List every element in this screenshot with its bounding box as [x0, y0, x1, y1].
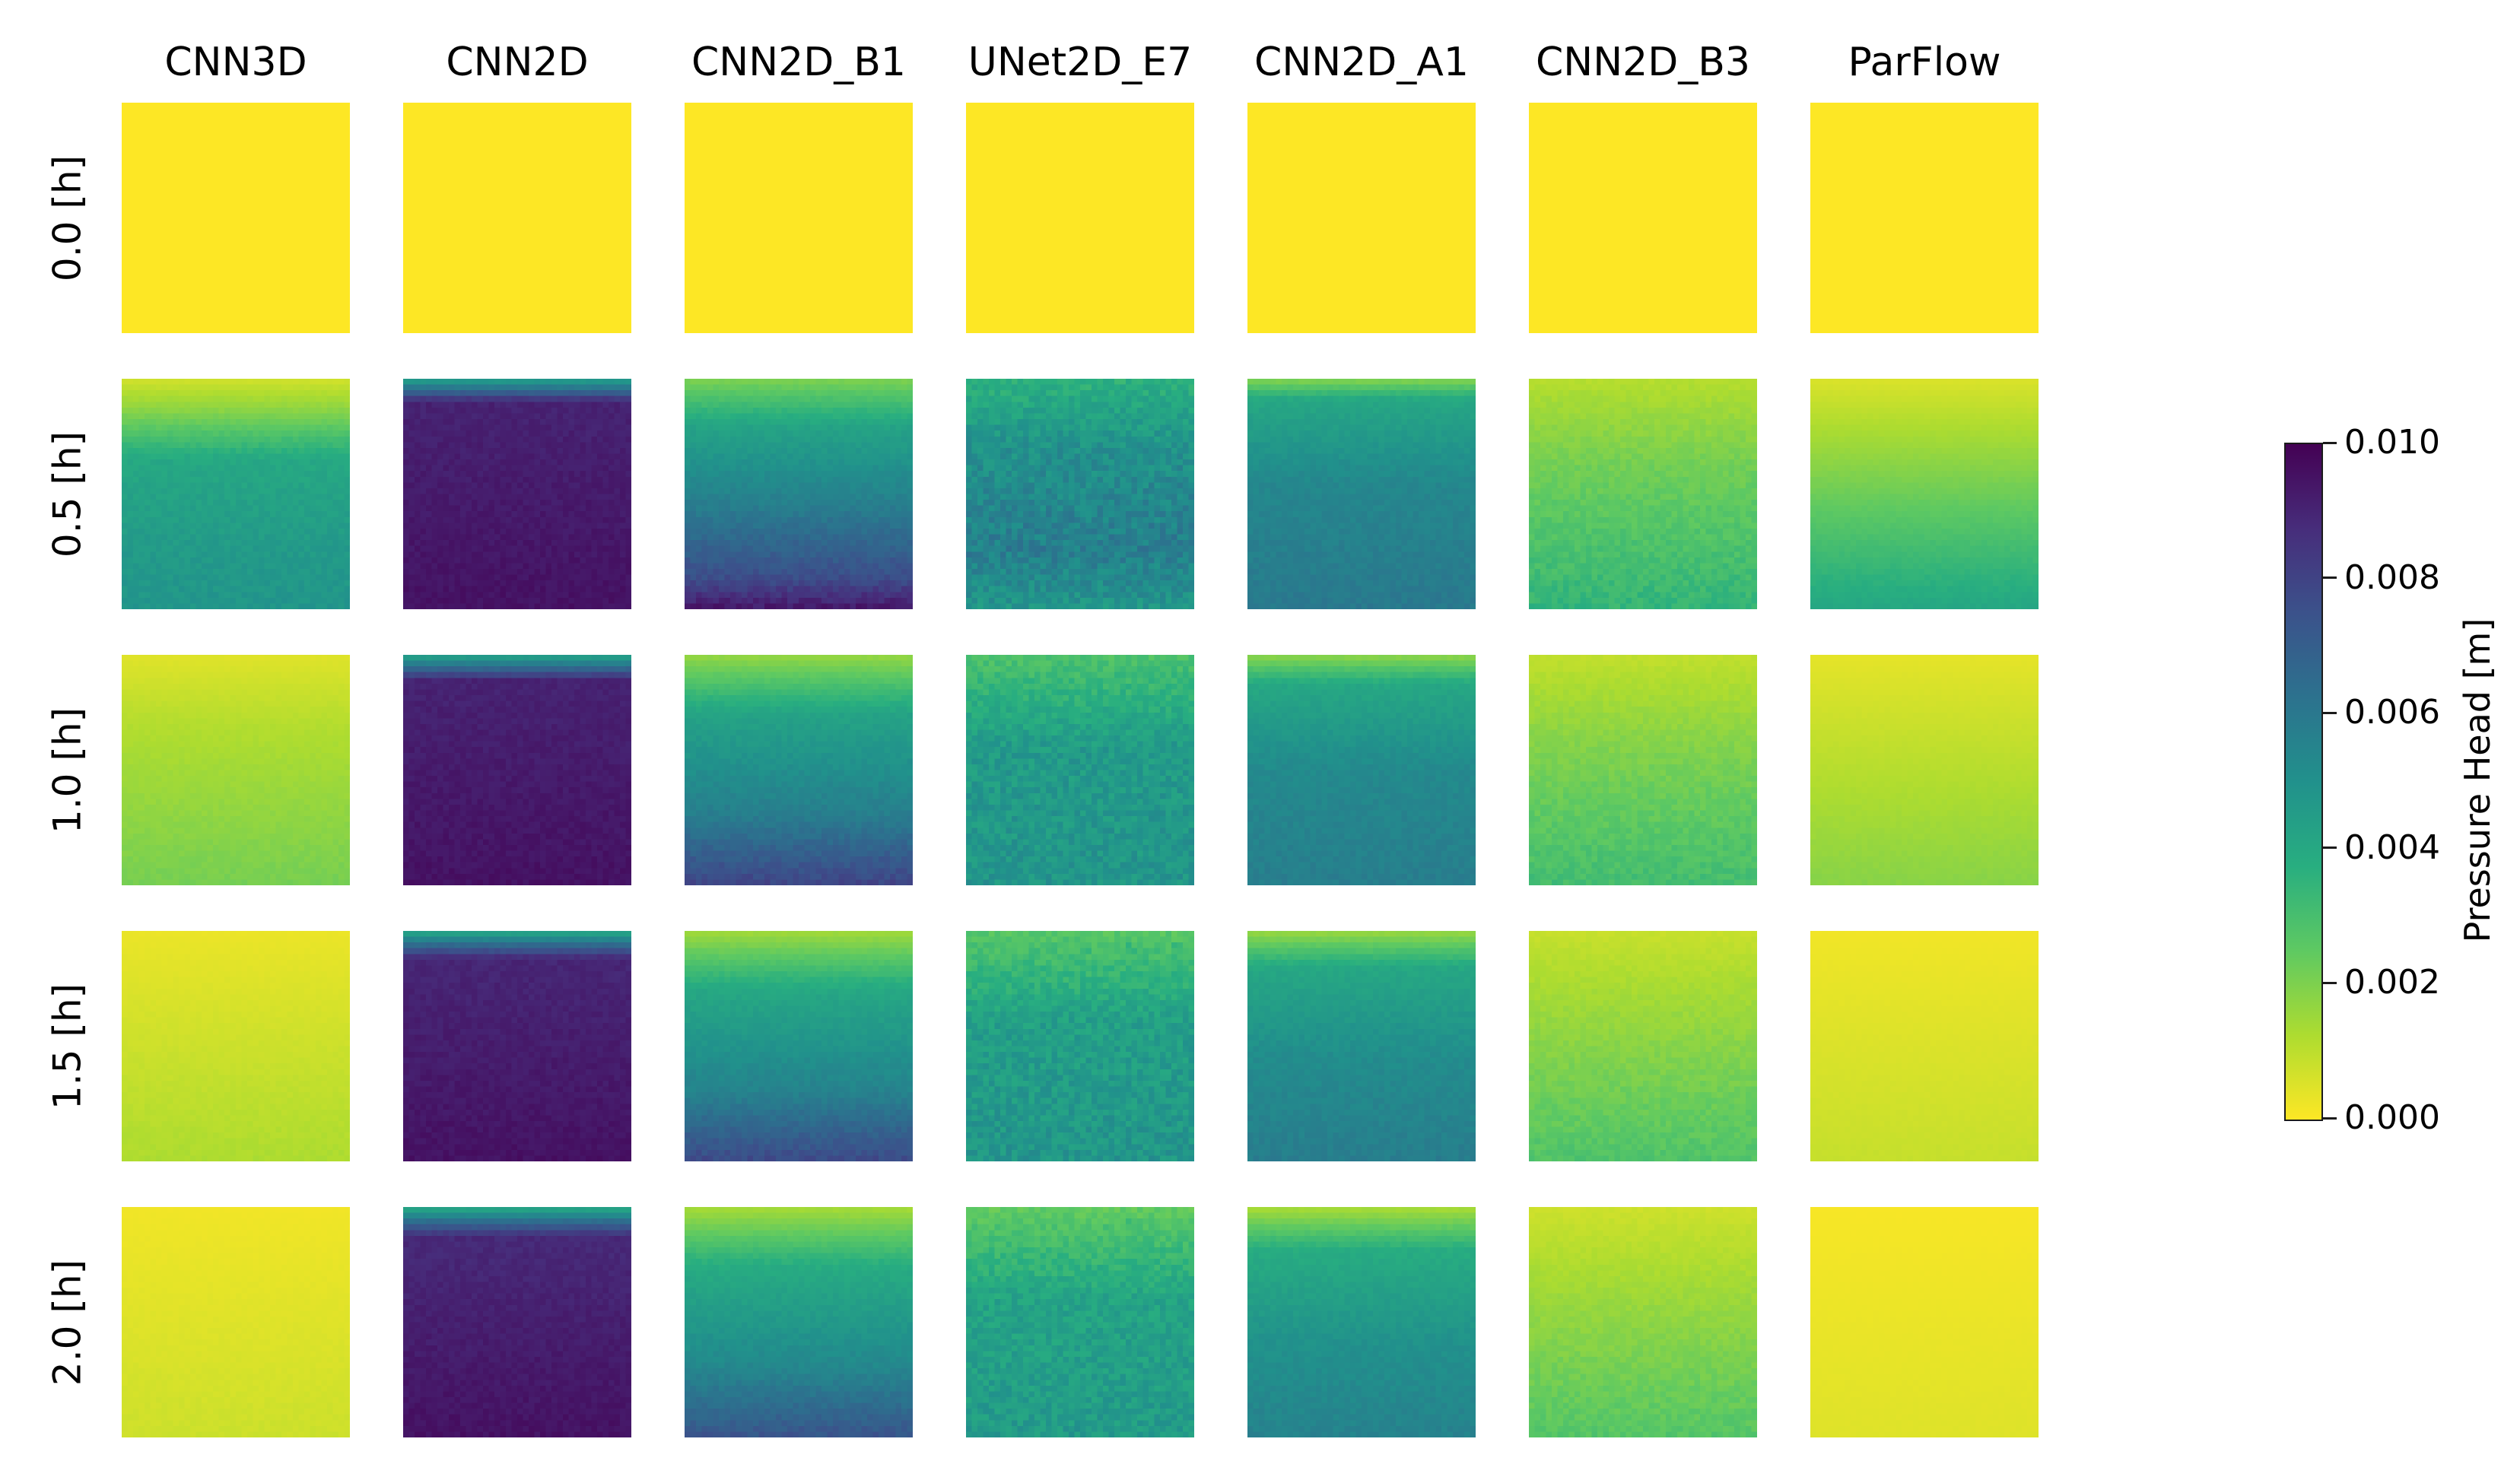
heatmap-canvas-CNN2D_B3-t1	[1529, 379, 1757, 609]
heatmap-canvas-CNN2D_B3-t3	[1529, 931, 1757, 1161]
heatmap-canvas-CNN2D_B3-t2	[1529, 655, 1757, 885]
colorbar-tick-label-0.006: 0.006	[2344, 693, 2440, 732]
colorbar-tick-0.010	[2323, 442, 2337, 444]
heatmap-panel-CNN2D_A1-t3	[1247, 931, 1476, 1161]
colorbar-tick-label-0.002: 0.002	[2344, 963, 2440, 1002]
heatmap-canvas-CNN2D-t2	[403, 655, 631, 885]
colorbar-tick-label-0.004: 0.004	[2344, 828, 2440, 867]
heatmap-canvas-CNN3D-t4	[122, 1207, 350, 1437]
heatmap-panel-UNet2D_E7-t1	[966, 379, 1194, 609]
heatmap-canvas-CNN2D-t0	[403, 103, 631, 333]
heatmap-canvas-UNet2D_E7-t1	[966, 379, 1194, 609]
heatmap-canvas-CNN2D_B1-t4	[685, 1207, 913, 1437]
heatmap-panel-CNN2D_B1-t1	[685, 379, 913, 609]
heatmap-canvas-CNN3D-t0	[122, 103, 350, 333]
heatmap-panel-UNet2D_E7-t4	[966, 1207, 1194, 1437]
heatmap-canvas-CNN2D_A1-t2	[1247, 655, 1476, 885]
heatmap-canvas-UNet2D_E7-t2	[966, 655, 1194, 885]
heatmap-panel-CNN3D-t1	[122, 379, 350, 609]
colorbar-tick-0.004	[2323, 846, 2337, 849]
column-header-ParFlow: ParFlow	[1848, 40, 2001, 85]
row-label-0.5h: 0.5 [h]	[45, 430, 89, 557]
colorbar-tick-label-0.000: 0.000	[2344, 1098, 2440, 1137]
heatmap-canvas-CNN2D_B1-t2	[685, 655, 913, 885]
heatmap-panel-CNN2D_B3-t0	[1529, 103, 1757, 333]
colorbar-tick-0.000	[2323, 1117, 2337, 1120]
heatmap-canvas-ParFlow-t0	[1810, 103, 2039, 333]
heatmap-panel-CNN2D_B3-t2	[1529, 655, 1757, 885]
heatmap-canvas-ParFlow-t1	[1810, 379, 2039, 609]
heatmap-canvas-CNN2D_B1-t3	[685, 931, 913, 1161]
heatmap-canvas-CNN2D_B3-t4	[1529, 1207, 1757, 1437]
heatmap-panel-CNN2D_B1-t3	[685, 931, 913, 1161]
heatmap-canvas-CNN2D-t3	[403, 931, 631, 1161]
heatmap-panel-CNN2D-t2	[403, 655, 631, 885]
heatmap-canvas-CNN2D_A1-t1	[1247, 379, 1476, 609]
heatmap-canvas-CNN2D_B1-t0	[685, 103, 913, 333]
heatmap-panel-ParFlow-t0	[1810, 103, 2039, 333]
heatmap-panel-CNN2D_B1-t0	[685, 103, 913, 333]
heatmap-panel-CNN2D_A1-t0	[1247, 103, 1476, 333]
row-label-1.5h: 1.5 [h]	[45, 983, 89, 1110]
row-label-1.0h: 1.0 [h]	[45, 707, 89, 834]
heatmap-canvas-CNN2D_A1-t3	[1247, 931, 1476, 1161]
colorbar-tick-label-0.008: 0.008	[2344, 558, 2440, 597]
heatmap-panel-UNet2D_E7-t0	[966, 103, 1194, 333]
colorbar	[2284, 443, 2323, 1121]
heatmap-panel-CNN2D_A1-t2	[1247, 655, 1476, 885]
column-header-CNN3D: CNN3D	[164, 40, 307, 85]
heatmap-canvas-UNet2D_E7-t3	[966, 931, 1194, 1161]
heatmap-canvas-CNN2D_B1-t1	[685, 379, 913, 609]
heatmap-panel-CNN2D_B3-t3	[1529, 931, 1757, 1161]
heatmap-panel-CNN2D-t1	[403, 379, 631, 609]
heatmap-panel-CNN3D-t2	[122, 655, 350, 885]
heatmap-panel-CNN2D-t4	[403, 1207, 631, 1437]
heatmap-panel-ParFlow-t2	[1810, 655, 2039, 885]
heatmap-canvas-UNet2D_E7-t4	[966, 1207, 1194, 1437]
colorbar-tick-0.006	[2323, 712, 2337, 714]
heatmap-panel-ParFlow-t1	[1810, 379, 2039, 609]
heatmap-panel-CNN2D_B3-t1	[1529, 379, 1757, 609]
heatmap-canvas-UNet2D_E7-t0	[966, 103, 1194, 333]
colorbar-tick-label-0.010: 0.010	[2344, 423, 2440, 462]
colorbar-tick-0.008	[2323, 577, 2337, 579]
row-label-2.0h: 2.0 [h]	[45, 1259, 89, 1386]
heatmap-canvas-CNN2D-t4	[403, 1207, 631, 1437]
heatmap-panel-UNet2D_E7-t2	[966, 655, 1194, 885]
heatmap-canvas-ParFlow-t3	[1810, 931, 2039, 1161]
heatmap-panel-CNN2D_A1-t1	[1247, 379, 1476, 609]
colorbar-axis-label: Pressure Head [m]	[2457, 618, 2498, 943]
heatmap-panel-UNet2D_E7-t3	[966, 931, 1194, 1161]
heatmap-panel-CNN2D_A1-t4	[1247, 1207, 1476, 1437]
heatmap-panel-CNN2D-t0	[403, 103, 631, 333]
heatmap-canvas-CNN2D_B3-t0	[1529, 103, 1757, 333]
heatmap-canvas-CNN2D_A1-t4	[1247, 1207, 1476, 1437]
column-header-CNN2D_B3: CNN2D_B3	[1536, 40, 1750, 85]
heatmap-canvas-CNN3D-t1	[122, 379, 350, 609]
heatmap-canvas-CNN2D-t1	[403, 379, 631, 609]
heatmap-canvas-ParFlow-t2	[1810, 655, 2039, 885]
heatmap-canvas-CNN2D_A1-t0	[1247, 103, 1476, 333]
heatmap-panel-CNN3D-t0	[122, 103, 350, 333]
heatmap-canvas-CNN3D-t3	[122, 931, 350, 1161]
heatmap-canvas-ParFlow-t4	[1810, 1207, 2039, 1437]
column-header-CNN2D: CNN2D	[446, 40, 589, 85]
column-header-CNN2D_A1: CNN2D_A1	[1254, 40, 1469, 85]
heatmap-canvas-CNN3D-t2	[122, 655, 350, 885]
heatmap-panel-CNN2D_B1-t4	[685, 1207, 913, 1437]
row-label-0.0h: 0.0 [h]	[45, 154, 89, 281]
column-header-UNet2D_E7: UNet2D_E7	[968, 40, 1193, 85]
column-header-CNN2D_B1: CNN2D_B1	[691, 40, 906, 85]
heatmap-panel-CNN2D_B3-t4	[1529, 1207, 1757, 1437]
heatmap-panel-CNN2D-t3	[403, 931, 631, 1161]
heatmap-panel-CNN3D-t3	[122, 931, 350, 1161]
heatmap-panel-CNN3D-t4	[122, 1207, 350, 1437]
heatmap-panel-ParFlow-t3	[1810, 931, 2039, 1161]
heatmap-panel-CNN2D_B1-t2	[685, 655, 913, 885]
colorbar-tick-0.002	[2323, 982, 2337, 984]
heatmap-panel-ParFlow-t4	[1810, 1207, 2039, 1437]
